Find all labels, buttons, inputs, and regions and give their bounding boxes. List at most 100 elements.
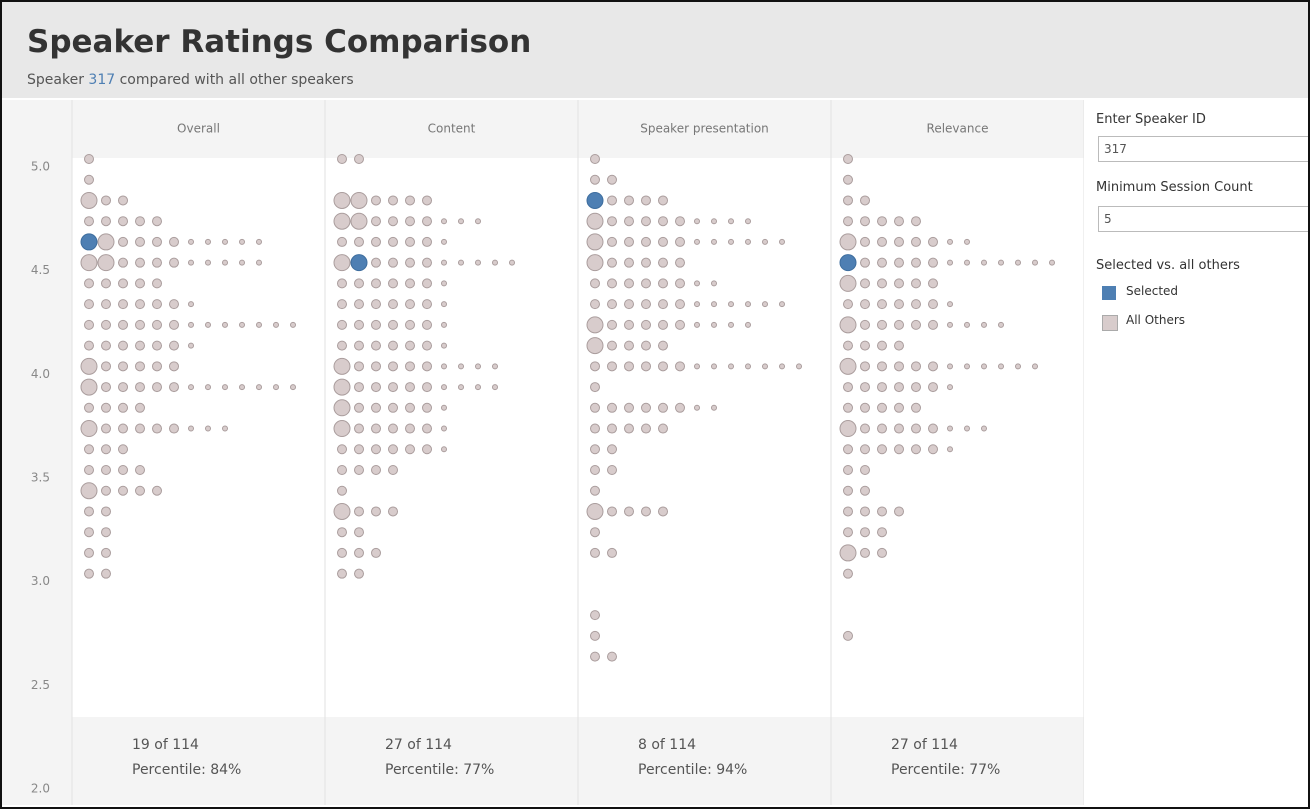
dot: [658, 216, 668, 227]
dot: [169, 382, 179, 393]
dot: [80, 482, 98, 500]
dot: [658, 423, 668, 434]
dot: [84, 174, 94, 185]
dot: [860, 299, 870, 310]
dot: [135, 423, 145, 434]
dot: [354, 278, 364, 289]
dot: [894, 236, 904, 247]
dot: [607, 361, 617, 372]
subtitle-text: compared with all other speakers: [115, 72, 354, 88]
dot: [843, 506, 853, 517]
dot: [422, 299, 432, 310]
dot: [911, 361, 921, 372]
dot: [256, 238, 262, 245]
dot: [607, 506, 617, 517]
dot: [354, 444, 364, 455]
dot: [590, 361, 600, 372]
legend-swatch: [1102, 315, 1118, 331]
dot: [911, 299, 921, 310]
dot: [441, 301, 447, 308]
dot: [894, 340, 904, 351]
dot: [97, 233, 115, 251]
dot: [169, 236, 179, 247]
legend-label[interactable]: All Others: [1126, 313, 1186, 327]
dot: [441, 404, 447, 411]
dot: [624, 319, 634, 330]
dot: [894, 506, 904, 517]
dot: [796, 363, 802, 370]
dot: [860, 257, 870, 268]
subtitle-text: Speaker: [27, 72, 89, 88]
dot: [333, 254, 351, 272]
min-input[interactable]: 5: [1098, 206, 1308, 232]
dot: [1015, 363, 1021, 370]
dot: [101, 506, 111, 517]
dot: [101, 299, 111, 310]
dot: [118, 382, 128, 393]
dot: [205, 384, 211, 391]
dot: [101, 361, 111, 372]
dot: [388, 382, 398, 393]
dot: [80, 357, 98, 375]
dot: [135, 382, 145, 393]
dot: [860, 278, 870, 289]
dot: [290, 321, 296, 328]
dot: [333, 378, 351, 396]
dot: [590, 651, 600, 662]
header: [2, 2, 1308, 98]
dot: [843, 485, 853, 496]
legend-label[interactable]: Selected: [1126, 284, 1179, 298]
chart: 5.0 4.5 4.0 3.5 3.0 2.5 2.0 Overall 19 of 114 Per…: [2, 100, 1084, 805]
dot: [441, 321, 447, 328]
dot: [101, 485, 111, 496]
dot: [422, 319, 432, 330]
dot: [877, 382, 887, 393]
dot: [337, 154, 347, 164]
dot: [675, 319, 685, 330]
dot: [101, 547, 111, 558]
dot: [728, 363, 734, 370]
dot: [947, 425, 953, 432]
dot: [333, 357, 351, 375]
dot: [658, 361, 668, 372]
dot: [84, 568, 94, 579]
dot: [371, 319, 381, 330]
dot: [839, 274, 857, 292]
dot: [641, 506, 651, 517]
dot: [492, 363, 498, 370]
dot: [371, 278, 381, 289]
dot: [337, 444, 347, 455]
dot: [422, 402, 432, 413]
dot: [256, 321, 262, 328]
dot: [998, 321, 1004, 328]
dot: [998, 363, 1004, 370]
dot: [911, 444, 921, 455]
dot: [458, 218, 464, 225]
dot: [84, 547, 94, 558]
dot: [607, 299, 617, 310]
panel-rank: 8 of 114: [638, 737, 696, 753]
dot: [101, 216, 111, 227]
dot: [422, 423, 432, 434]
speaker-input[interactable]: 317: [1098, 136, 1308, 162]
dot: [118, 361, 128, 372]
dot: [675, 299, 685, 310]
dot: [188, 238, 194, 245]
dot: [694, 280, 700, 287]
dot: [877, 299, 887, 310]
dot: [371, 423, 381, 434]
dot: [964, 363, 970, 370]
dot: [590, 547, 600, 558]
dot: [84, 319, 94, 330]
dot: [101, 195, 111, 206]
dot: [388, 444, 398, 455]
dot: [422, 278, 432, 289]
panel-title: Content: [428, 122, 476, 136]
dot: [388, 278, 398, 289]
dot: [152, 299, 162, 310]
dot: [405, 195, 415, 206]
panel-title: Relevance: [927, 122, 989, 136]
y-tick-label: 2.0: [31, 782, 50, 796]
dot: [745, 321, 751, 328]
dot: [135, 319, 145, 330]
